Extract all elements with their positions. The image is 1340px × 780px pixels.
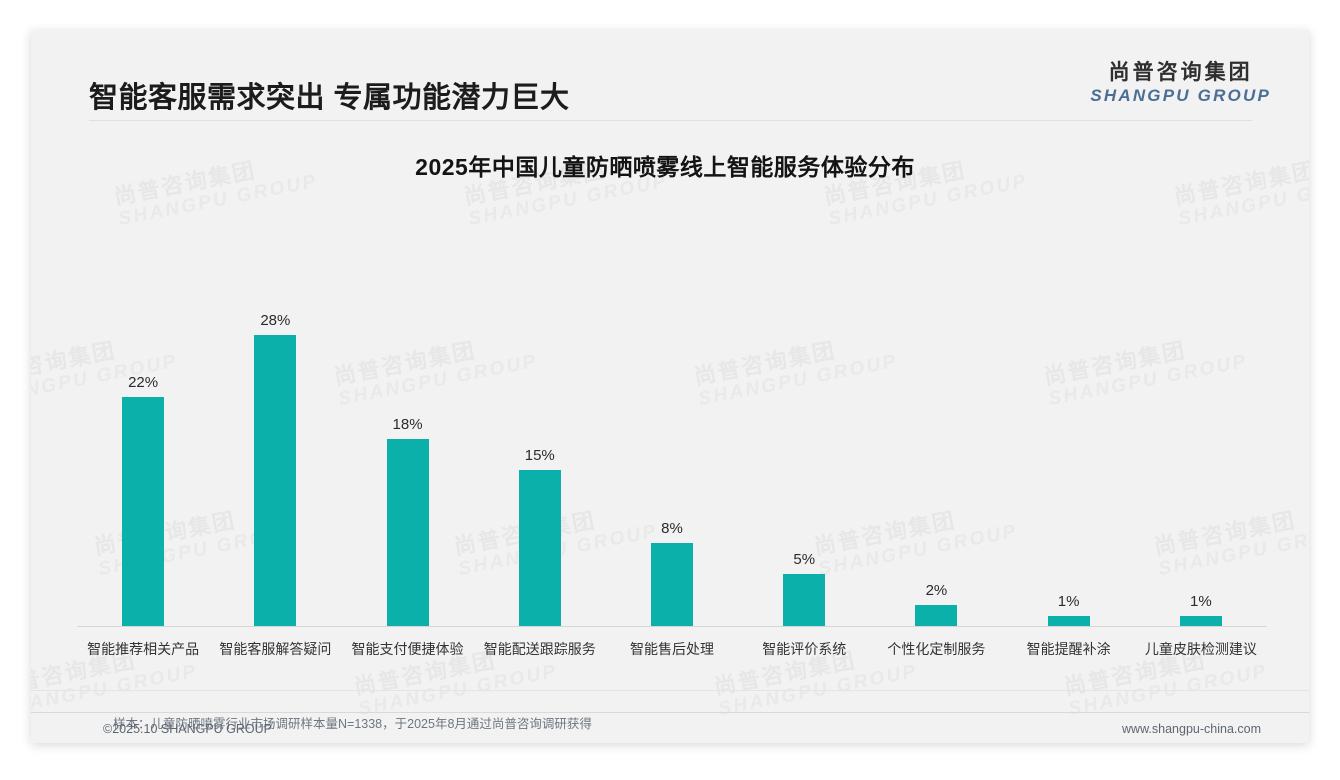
x-axis-label: 智能评价系统 bbox=[762, 641, 847, 657]
bar-value-label: 18% bbox=[392, 415, 423, 433]
bar-series: 22% 28% 18% 15% 8% 5% 2% 1% 1% bbox=[77, 226, 1267, 626]
x-axis-label: 个性化定制服务 bbox=[887, 641, 986, 657]
x-axis-label: 智能推荐相关产品 bbox=[87, 641, 200, 657]
slide-header: 智能客服需求突出 专属功能潜力巨大 尚普咨询集团 SHANGPU GROUP bbox=[31, 30, 1309, 120]
chart-block: 2025年中国儿童防晒喷雾线上智能服务体验分布 22% 28% 18% 15% 8% 5%… bbox=[31, 148, 1309, 656]
bar-column[interactable]: 8% bbox=[606, 226, 738, 626]
bar-column[interactable]: 1% bbox=[1003, 226, 1135, 626]
footer-website[interactable]: www.shangpu-china.com bbox=[1122, 722, 1261, 736]
x-axis-label: 智能支付便捷体验 bbox=[351, 641, 464, 657]
brand-logo-cn: 尚普咨询集团 bbox=[1108, 61, 1253, 84]
bar-rect[interactable] bbox=[518, 470, 561, 626]
x-axis-label: 儿童皮肤检测建议 bbox=[1144, 641, 1257, 657]
bar-value-label: 2% bbox=[925, 582, 948, 600]
footer-copyright: ©2025.10 SHANGPU GROUP bbox=[103, 722, 272, 736]
bar-value-label: 8% bbox=[661, 519, 683, 537]
sample-footnote: 样本：儿童防晒喷雾行业市场调研样本量N=1338，于2025年8月通过尚普咨询调… bbox=[113, 717, 592, 731]
bar-column[interactable]: 15% bbox=[474, 226, 606, 626]
bar-rect[interactable] bbox=[254, 334, 297, 626]
bar-value-label: 22% bbox=[128, 374, 159, 392]
bar-rect[interactable] bbox=[915, 605, 958, 626]
footer-divider bbox=[31, 712, 1309, 713]
x-axis-label: 智能售后处理 bbox=[629, 641, 714, 657]
bar-column[interactable]: 2% bbox=[870, 226, 1002, 626]
brand-logo: 尚普咨询集团 SHANGPU GROUP bbox=[1090, 61, 1271, 105]
bar-rect[interactable] bbox=[650, 542, 693, 626]
bar-rect[interactable] bbox=[122, 397, 165, 626]
bar-value-label: 15% bbox=[524, 447, 555, 464]
page-title: 智能客服需求突出 专属功能潜力巨大 bbox=[89, 82, 570, 114]
footnote-divider bbox=[31, 690, 1309, 691]
bar-column[interactable]: 1% bbox=[1135, 226, 1267, 626]
x-axis-labels: 智能推荐相关产品 智能客服解答疑问 智能支付便捷体验 智能配送跟踪服务 智能售后处理 智能… bbox=[77, 642, 1267, 656]
bar-value-label: 5% bbox=[793, 551, 816, 568]
content-card: 尚普咨询集团 SHANGPU GROUP 尚普咨询集团 SHANGPU GROUP 尚普… bbox=[31, 30, 1309, 743]
bar-column[interactable]: 5% bbox=[738, 226, 870, 626]
bar-column[interactable]: 28% bbox=[209, 226, 341, 626]
x-axis-label: 智能配送跟踪服务 bbox=[483, 641, 596, 657]
x-axis-label: 智能提醒补涂 bbox=[1026, 641, 1111, 657]
chart-title: 2025年中国儿童防晒喷雾线上智能服务体验分布 bbox=[415, 154, 915, 180]
bar-rect[interactable] bbox=[1047, 615, 1090, 626]
bar-column[interactable]: 18% bbox=[341, 226, 473, 626]
bar-value-label: 1% bbox=[1190, 592, 1212, 610]
slide-footer: ©2025.10 SHANGPU GROUP www.shangpu-china… bbox=[31, 712, 1309, 743]
header-divider bbox=[89, 120, 1252, 121]
bar-value-label: 28% bbox=[260, 311, 291, 329]
bar-chart-plot: 22% 28% 18% 15% 8% 5% 2% 1% 1% 智能推荐相关产品 智能客服解答疑问智… bbox=[77, 226, 1267, 662]
bar-rect[interactable] bbox=[783, 574, 826, 626]
bar-rect[interactable] bbox=[386, 438, 429, 626]
x-axis-line bbox=[77, 626, 1267, 627]
bar-value-label: 1% bbox=[1057, 592, 1080, 610]
x-axis-label: 智能客服解答疑问 bbox=[219, 641, 332, 657]
brand-logo-en: SHANGPU GROUP bbox=[1090, 85, 1271, 105]
bar-column[interactable]: 22% bbox=[77, 226, 209, 626]
bar-rect[interactable] bbox=[1179, 615, 1222, 626]
